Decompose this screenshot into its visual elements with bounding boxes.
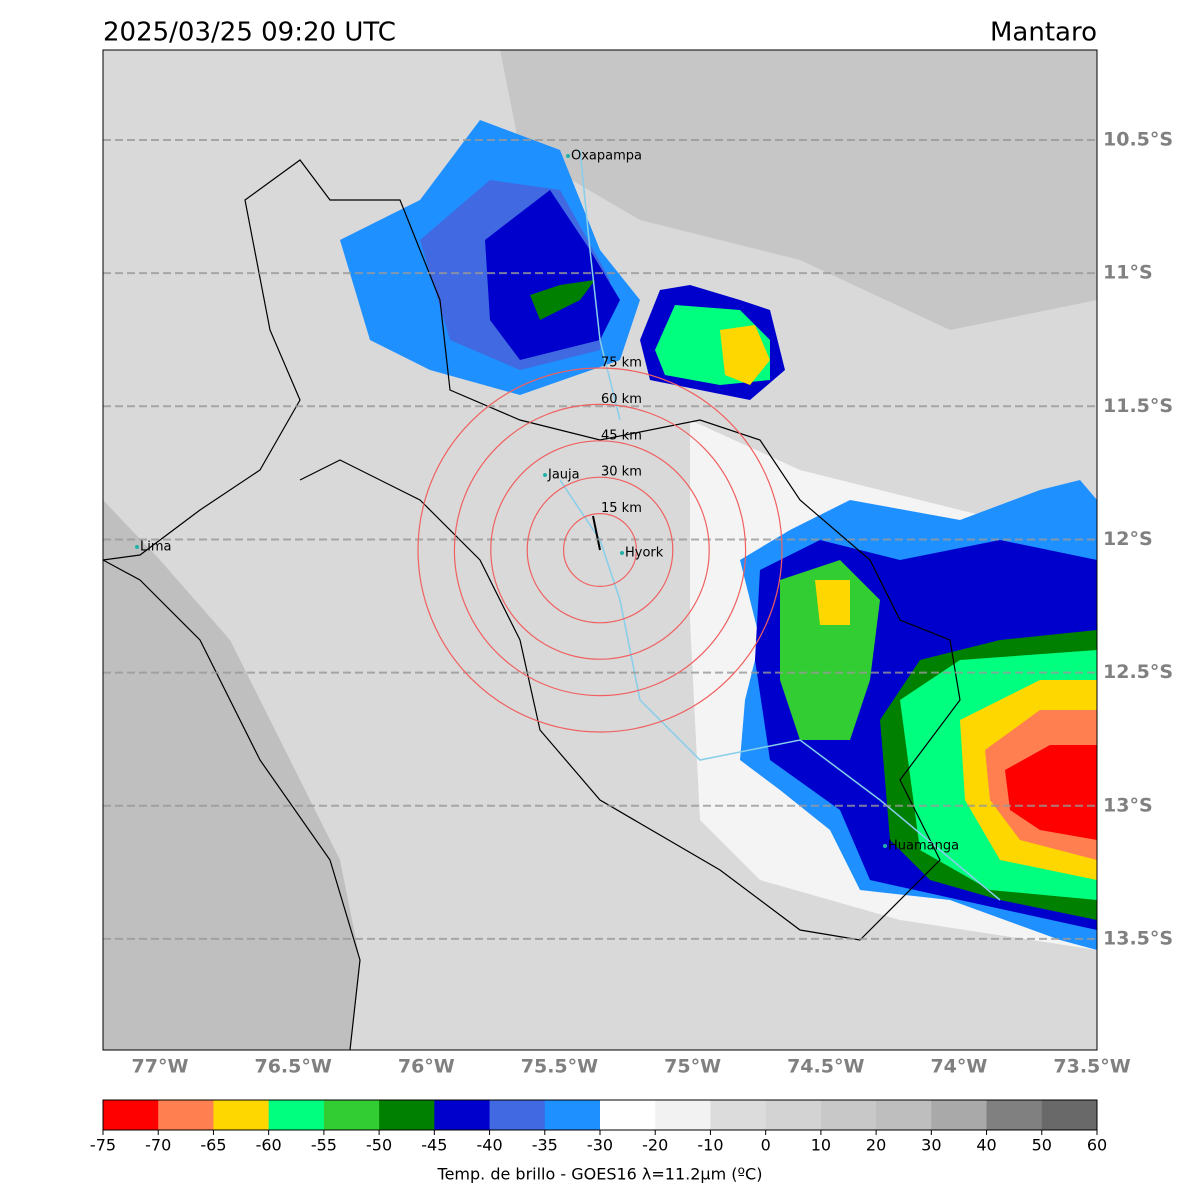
lon-label: 76°W [398, 1056, 455, 1078]
colorbar-tick-label: -45 [421, 1136, 447, 1155]
city-marker [620, 551, 624, 555]
colorbar-tick-label: 40 [976, 1136, 996, 1155]
colorbar-segment [876, 1100, 932, 1130]
colorbar-tick-label: -20 [642, 1136, 668, 1155]
colorbar-tick-label: 10 [811, 1136, 831, 1155]
lon-label: 73.5°W [1053, 1056, 1130, 1078]
lon-label: 77°W [132, 1056, 189, 1078]
colorbar-segment [600, 1100, 656, 1130]
colorbar-segment [213, 1100, 270, 1130]
colorbar-label: Temp. de brillo - GOES16 λ=11.2µm (ºC) [437, 1165, 763, 1184]
cloud-cell [780, 560, 880, 740]
colorbar-tick-label: 50 [1032, 1136, 1052, 1155]
lon-label: 75.5°W [521, 1056, 598, 1078]
cities: Oxapampa Jauja Hyork Lima Huamanga [135, 149, 959, 854]
colorbar-segment [489, 1100, 546, 1130]
colorbar-tick-label: -30 [587, 1136, 613, 1155]
colorbar-segment [379, 1100, 435, 1130]
lon-label: 75°W [664, 1056, 721, 1078]
ring-label: 75 km [601, 356, 642, 371]
range-ring [490, 440, 710, 660]
colorbar-tick-label: -75 [90, 1136, 116, 1155]
lat-label: 13.5°S [1103, 927, 1173, 949]
lat-label: 11°S [1103, 262, 1153, 284]
colorbar-segment [931, 1100, 988, 1130]
ring-label: 45 km [601, 428, 642, 443]
colorbar-tick-label: -10 [697, 1136, 723, 1155]
title: 2025/03/25 09:20 UTC [103, 18, 396, 48]
range-ring [562, 512, 637, 587]
lon-label: 74.5°W [787, 1056, 864, 1078]
colorbar-segment [710, 1100, 767, 1130]
region-name: Mantaro [990, 18, 1097, 48]
city-marker [543, 473, 547, 477]
colorbar-segment [655, 1100, 711, 1130]
river [559, 479, 1001, 901]
lat-label: 10.5°S [1103, 129, 1173, 151]
city-label: Jauja [547, 468, 580, 483]
lat-label: 11.5°S [1103, 395, 1173, 417]
lon-label: 74°W [930, 1056, 987, 1078]
cloud-cell [815, 580, 850, 625]
city-marker [566, 154, 570, 158]
city-marker [135, 545, 139, 549]
range-ring [526, 476, 674, 624]
colorbar-segment [1041, 1100, 1098, 1130]
colorbar-segment [323, 1100, 380, 1130]
colorbar-segment [434, 1100, 491, 1130]
colorbar-tick-label: -50 [366, 1136, 392, 1155]
coastline [103, 559, 361, 1050]
city-label: Oxapampa [571, 149, 642, 164]
lon-label: 76.5°W [254, 1056, 331, 1078]
ring-label: 30 km [601, 465, 642, 480]
colorbar-segment [765, 1100, 822, 1130]
colorbar-segment [820, 1100, 877, 1130]
city-label: Lima [140, 540, 171, 555]
coast-land [103, 500, 360, 1050]
ring-label: 15 km [601, 501, 642, 516]
colorbar-tick-label: -70 [145, 1136, 171, 1155]
colorbar-tick-label: -40 [476, 1136, 502, 1155]
city-marker [883, 844, 887, 848]
cloud-gray [500, 50, 1097, 330]
radar-beam [592, 515, 601, 551]
colorbar-tick-label: -65 [200, 1136, 226, 1155]
lat-label: 12°S [1103, 528, 1153, 550]
colorbar-segment [103, 1100, 159, 1130]
range-ring [453, 403, 747, 697]
colorbar-tick-label: -35 [532, 1136, 558, 1155]
colorbar-segment [158, 1100, 214, 1130]
range-ring [417, 367, 783, 733]
colorbar: -75 -70 -65 -60 -55 -50 -45 -40 -35 -30 -20 -10 0 10 2… [90, 1099, 1107, 1155]
city-label: Hyork [625, 546, 664, 561]
colorbar-tick-label: -60 [256, 1136, 282, 1155]
map: 15 km 30 km 45 km 60 km 75 km Oxapampa Jauja H… [103, 50, 1097, 1050]
colorbar-tick-label: 20 [866, 1136, 886, 1155]
colorbar-tick-label: 60 [1087, 1136, 1107, 1155]
map-frame [102, 49, 1098, 1051]
colorbar-tick-label: 0 [761, 1136, 771, 1155]
cloud-cell [485, 190, 620, 360]
basin-boundary [103, 159, 961, 941]
colorbar-tick-label: 30 [921, 1136, 941, 1155]
cloud-cell [530, 280, 595, 320]
river [579, 149, 621, 421]
colorbar-tick-label: -55 [311, 1136, 337, 1155]
lat-label: 13°S [1103, 794, 1153, 816]
colorbar-segment [544, 1100, 601, 1130]
colorbar-segment [268, 1100, 325, 1130]
colorbar-segment [986, 1100, 1043, 1130]
axis-labels: 10.5°S 11°S 11.5°S 12°S 12.5°S 13°S 13.5°S 77°W… [132, 129, 1174, 1078]
grid [103, 139, 1097, 940]
cloud-cell [720, 325, 770, 385]
lat-label: 12.5°S [1103, 661, 1173, 683]
cloud-cell [1005, 745, 1097, 840]
ring-label: 60 km [601, 392, 642, 407]
range-rings: 15 km 30 km 45 km 60 km 75 km [417, 356, 783, 733]
city-label: Huamanga [888, 839, 959, 854]
